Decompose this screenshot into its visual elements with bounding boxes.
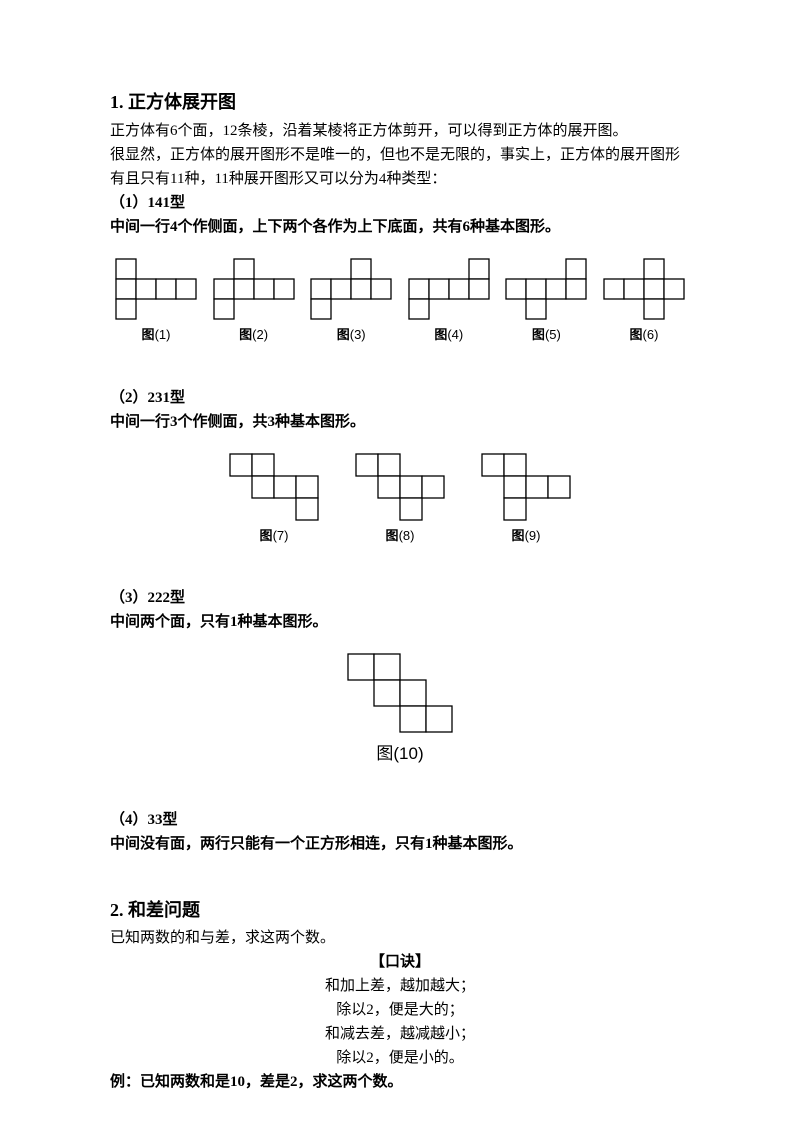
figure-label: 图(7): [260, 526, 289, 547]
koujue-line-1: 和加上差，越加越大；: [110, 974, 690, 998]
type-141-heading: （1）141型: [110, 191, 690, 215]
figure-label: 图(6): [630, 325, 659, 346]
type-33-heading: （4）33型: [110, 808, 690, 832]
figure-row-141: 图(1) 图(2) 图(3) 图(4) 图(5) 图(6): [110, 257, 690, 346]
cube-net-icon: [480, 452, 572, 522]
figure-block: 图(10): [346, 652, 454, 767]
cube-net-icon: [504, 257, 588, 321]
koujue-title: 【口诀】: [110, 950, 690, 974]
koujue-line-3: 和减去差，越减越小；: [110, 1022, 690, 1046]
cube-net-icon: [407, 257, 491, 321]
figure-block: 图(2): [212, 257, 296, 346]
section-2-p1: 已知两数的和与差，求这两个数。: [110, 926, 690, 950]
cube-net-icon: [354, 452, 446, 522]
cube-net-icon: [212, 257, 296, 321]
figure-block: 图(9): [480, 452, 572, 547]
section-2-title: 2. 和差问题: [110, 896, 690, 925]
figure-label: 图(9): [512, 526, 541, 547]
type-231-desc: 中间一行3个作侧面，共3种基本图形。: [110, 410, 690, 434]
type-231-heading: （2）231型: [110, 386, 690, 410]
figure-block: 图(5): [504, 257, 588, 346]
figure-block: 图(3): [309, 257, 393, 346]
figure-row-222: 图(10): [110, 652, 690, 767]
figure-block: 图(1): [114, 257, 198, 346]
figure-label: 图(1): [142, 325, 171, 346]
cube-net-icon: [228, 452, 320, 522]
type-141-desc: 中间一行4个作侧面，上下两个各作为上下底面，共有6种基本图形。: [110, 215, 690, 239]
type-33-desc: 中间没有面，两行只能有一个正方形相连，只有1种基本图形。: [110, 832, 690, 856]
cube-net-icon: [346, 652, 454, 734]
figure-block: 图(6): [602, 257, 686, 346]
figure-row-231: 图(7) 图(8) 图(9): [110, 452, 690, 547]
cube-net-icon: [114, 257, 198, 321]
figure-label: 图(8): [386, 526, 415, 547]
section-1-p2: 很显然，正方体的展开图形不是唯一的，但也不是无限的，事实上，正方体的展开图形有且…: [110, 143, 690, 191]
figure-label: 图(4): [434, 325, 463, 346]
figure-label: 图(2): [239, 325, 268, 346]
example-line: 例：已知两数和是10，差是2，求这两个数。: [110, 1070, 690, 1094]
cube-net-icon: [309, 257, 393, 321]
koujue-line-4: 除以2，便是小的。: [110, 1046, 690, 1070]
figure-block: 图(8): [354, 452, 446, 547]
figure-block: 图(7): [228, 452, 320, 547]
figure-label: 图(5): [532, 325, 561, 346]
figure-block: 图(4): [407, 257, 491, 346]
type-222-heading: （3）222型: [110, 586, 690, 610]
section-1-title: 1. 正方体展开图: [110, 88, 690, 117]
type-222-desc: 中间两个面，只有1种基本图形。: [110, 610, 690, 634]
section-1-p1: 正方体有6个面，12条棱，沿着某棱将正方体剪开，可以得到正方体的展开图。: [110, 119, 690, 143]
cube-net-icon: [602, 257, 686, 321]
figure-label: 图(3): [337, 325, 366, 346]
figure-label: 图(10): [376, 740, 423, 767]
koujue-line-2: 除以2，便是大的；: [110, 998, 690, 1022]
